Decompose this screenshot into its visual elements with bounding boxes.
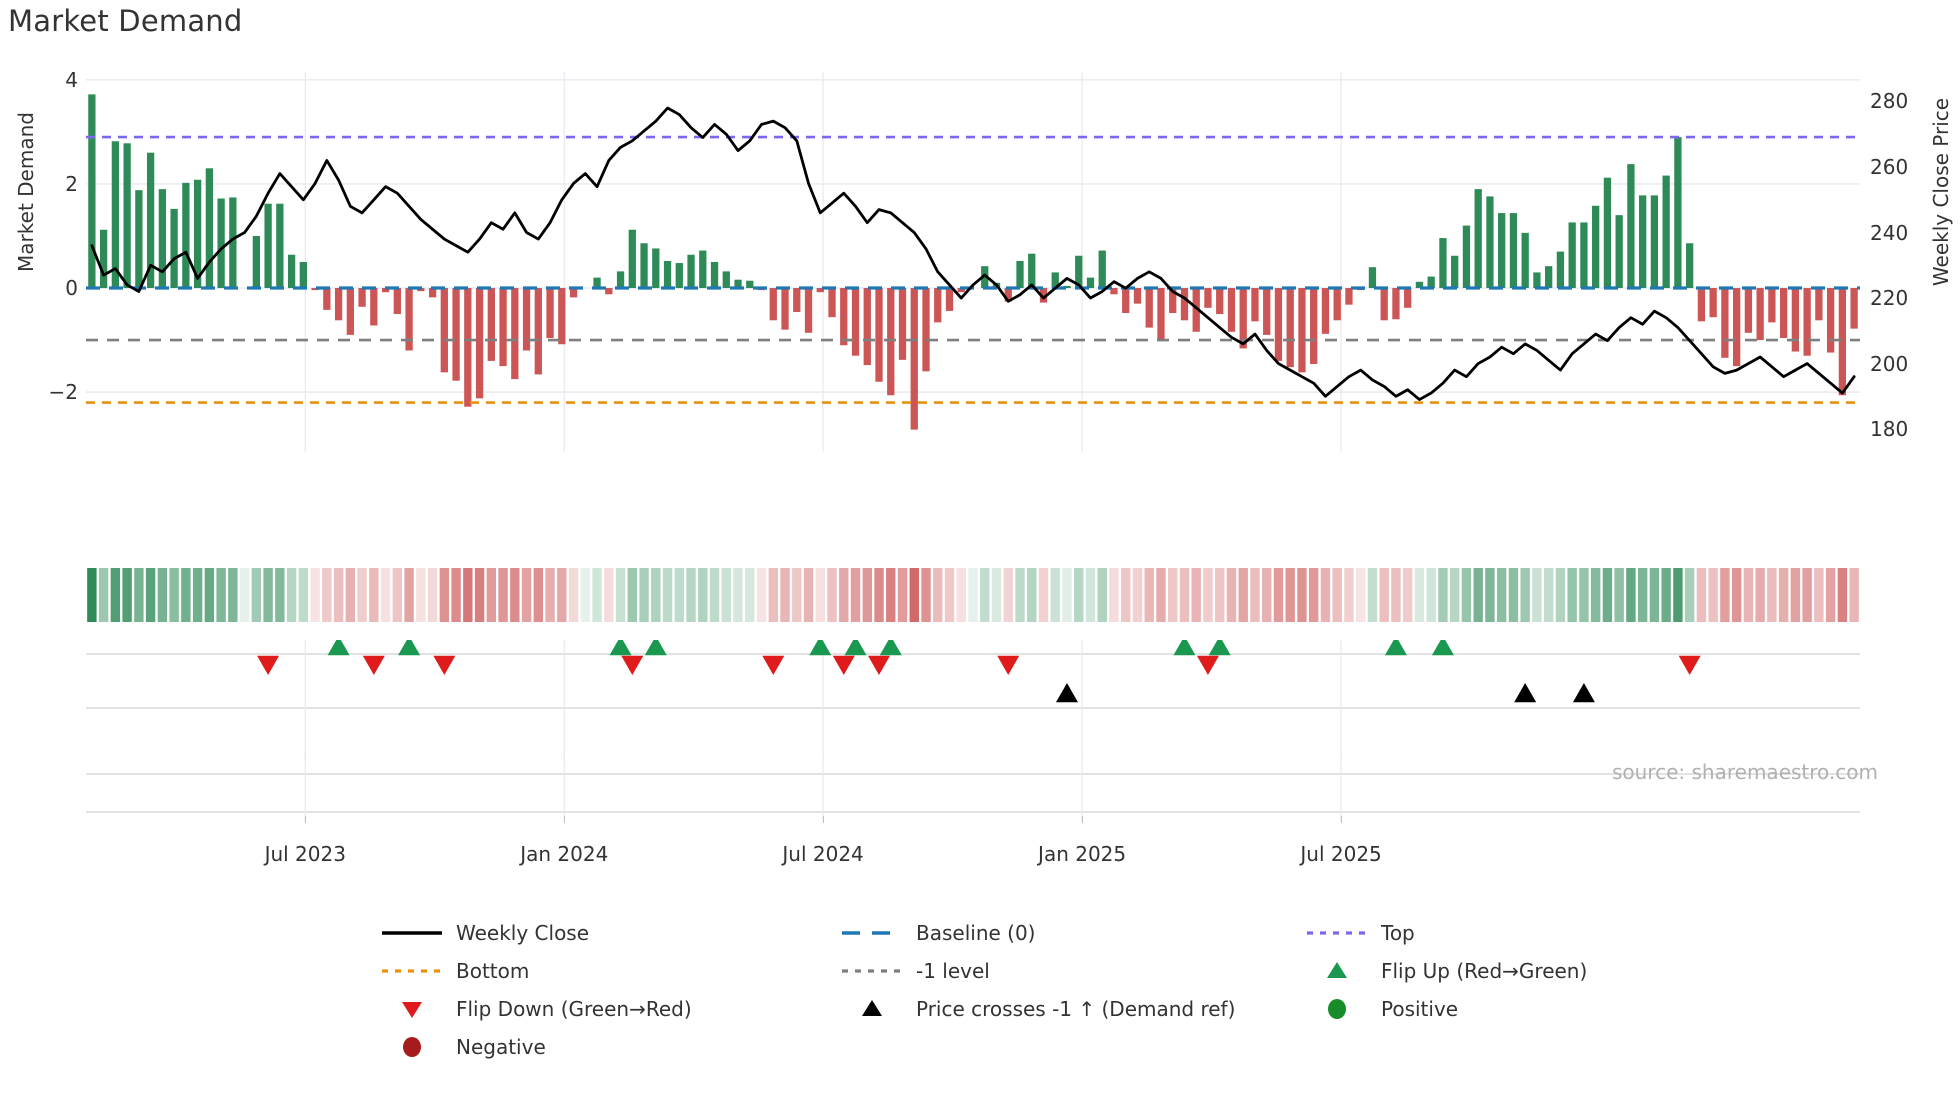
x-tick-label: Jan 2024 <box>520 842 609 866</box>
line-dotted-purple-icon <box>1305 920 1369 946</box>
legend-item-label: Price crosses -1 ↑ (Demand ref) <box>916 997 1236 1021</box>
legend-item[interactable]: Weekly Close <box>380 920 589 946</box>
legend-item-label: Flip Up (Red→Green) <box>1381 959 1588 983</box>
x-tick-mark <box>305 816 307 823</box>
legend-item[interactable]: Bottom <box>380 958 529 984</box>
legend-item[interactable]: Flip Up (Red→Green) <box>1305 958 1587 984</box>
y-tick-right: 280 <box>1870 89 1909 114</box>
legend-item-label: Positive <box>1381 997 1459 1021</box>
x-tick-label: Jul 2025 <box>1300 842 1382 866</box>
legend-item-label: Top <box>1381 921 1415 945</box>
main-plot-area <box>86 72 1860 452</box>
x-axis: Jul 2023 Jan 2024 Jul 2024 Jan 2025 Jul 2025 <box>86 816 1860 876</box>
y-axis-right-ticks: 280 260 240 220 200 180 <box>1870 72 1954 452</box>
legend-item[interactable]: Positive <box>1305 996 1458 1022</box>
triangle-up-green-icon <box>1305 958 1369 984</box>
y-tick-right: 200 <box>1870 351 1909 376</box>
circle-green-icon <box>1305 996 1369 1022</box>
line-dashed-gray-icon <box>840 958 904 984</box>
y-tick-right: 260 <box>1870 155 1909 179</box>
triangle-up-black-icon <box>840 996 904 1022</box>
y-tick-right: 180 <box>1870 417 1909 442</box>
legend-item[interactable]: Price crosses -1 ↑ (Demand ref) <box>840 996 1235 1022</box>
source-note: source: sharemaestro.com <box>1612 760 1878 784</box>
flip-marker-panel <box>86 640 1860 760</box>
legend-item-label: Negative <box>456 1035 546 1059</box>
legend-item[interactable]: Flip Down (Green→Red) <box>380 996 692 1022</box>
legend-item-label: Flip Down (Green→Red) <box>456 997 692 1021</box>
x-tick-mark <box>564 816 566 823</box>
legend-item-label: Weekly Close <box>456 921 590 945</box>
legend-item-label: -1 level <box>916 959 990 983</box>
x-tick-label: Jan 2025 <box>1038 842 1127 866</box>
line-dotted-orange-icon <box>380 958 444 984</box>
legend-item[interactable]: Baseline (0) <box>840 920 1035 946</box>
legend-item[interactable]: Negative <box>380 1034 546 1060</box>
line-dashed-blue-icon <box>840 920 904 946</box>
chart-legend: Weekly Close Baseline (0) Top Bottom -1 leve… <box>380 920 1740 1080</box>
y-tick-left: −2 <box>48 380 78 405</box>
legend-item[interactable]: Top <box>1305 920 1415 946</box>
y-axis-left-ticks: 4 2 0 −2 <box>0 68 78 452</box>
x-tick-mark <box>1082 816 1084 823</box>
y-tick-left: 0 <box>65 276 78 301</box>
legend-item[interactable]: -1 level <box>840 958 990 984</box>
y-tick-left: 4 <box>65 67 78 92</box>
x-tick-mark <box>823 816 825 823</box>
x-tick-mark <box>1341 816 1343 823</box>
x-tick-label: Jul 2024 <box>782 842 864 866</box>
legend-item-label: Baseline (0) <box>916 921 1036 945</box>
page-title: Market Demand <box>8 4 243 38</box>
legend-item-label: Bottom <box>456 959 530 983</box>
y-tick-right: 220 <box>1870 286 1909 311</box>
lower-guide-panel <box>86 752 1860 822</box>
demand-heat-strip <box>86 568 1860 622</box>
circle-darkred-icon <box>380 1034 444 1060</box>
y-tick-right: 240 <box>1870 220 1909 245</box>
x-tick-label: Jul 2023 <box>264 842 346 866</box>
y-tick-left: 2 <box>65 171 78 196</box>
triangle-down-red-icon <box>380 996 444 1022</box>
line-solid-black-icon <box>380 920 444 946</box>
